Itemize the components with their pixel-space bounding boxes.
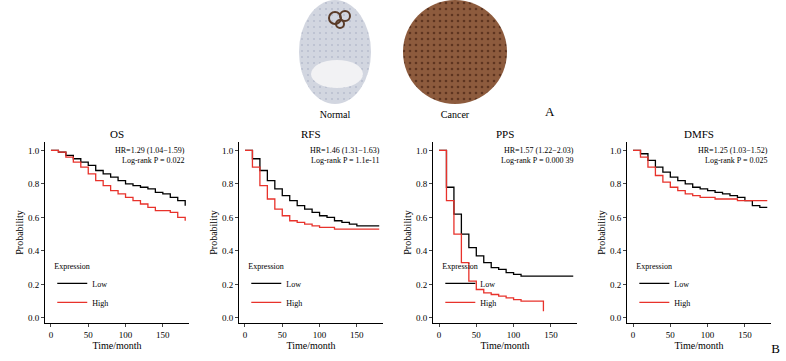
svg-text:0.8: 0.8 — [222, 179, 234, 189]
svg-text:0: 0 — [631, 330, 636, 340]
svg-text:Expression: Expression — [442, 262, 478, 271]
svg-text:0: 0 — [437, 330, 442, 340]
svg-text:1.0: 1.0 — [222, 146, 234, 156]
svg-text:Cancer: Cancer — [441, 109, 470, 120]
svg-text:HR=1.29 (1.04−1.59)Log-rank P: HR=1.29 (1.04−1.59)Log-rank P = 0.022 — [115, 146, 185, 165]
svg-text:High: High — [674, 299, 690, 308]
svg-text:0.8: 0.8 — [610, 179, 622, 189]
svg-text:0.6: 0.6 — [28, 213, 40, 223]
svg-text:50: 50 — [472, 330, 482, 340]
svg-text:A: A — [545, 104, 555, 119]
svg-text:100: 100 — [119, 330, 133, 340]
svg-text:100: 100 — [701, 330, 715, 340]
svg-text:0.0: 0.0 — [416, 313, 428, 323]
svg-text:0.2: 0.2 — [610, 280, 621, 290]
svg-text:0.6: 0.6 — [222, 213, 234, 223]
svg-text:Expression: Expression — [248, 262, 284, 271]
svg-text:Time/month: Time/month — [674, 340, 723, 351]
svg-text:RFS: RFS — [301, 128, 321, 140]
svg-text:150: 150 — [738, 330, 752, 340]
svg-text:OS: OS — [110, 128, 124, 140]
svg-text:0: 0 — [49, 330, 54, 340]
svg-text:1.0: 1.0 — [610, 146, 622, 156]
svg-text:High: High — [286, 299, 302, 308]
svg-text:0.4: 0.4 — [28, 246, 40, 256]
svg-text:0.8: 0.8 — [28, 179, 40, 189]
svg-text:0.0: 0.0 — [610, 313, 622, 323]
svg-text:0.4: 0.4 — [222, 246, 234, 256]
svg-text:Low: Low — [92, 280, 107, 289]
svg-text:Expression: Expression — [636, 262, 672, 271]
svg-text:150: 150 — [156, 330, 170, 340]
svg-text:0.2: 0.2 — [222, 280, 233, 290]
svg-text:50: 50 — [278, 330, 288, 340]
svg-text:0: 0 — [243, 330, 248, 340]
svg-text:Time/month: Time/month — [480, 340, 529, 351]
svg-text:Probability: Probability — [596, 210, 607, 254]
svg-text:HR=1.25 (1.03−1.52)Log-rank P: HR=1.25 (1.03−1.52)Log-rank P = 0.025 — [698, 146, 768, 165]
svg-text:0.2: 0.2 — [28, 280, 39, 290]
svg-text:50: 50 — [666, 330, 676, 340]
svg-text:Probability: Probability — [208, 210, 219, 254]
svg-text:0.0: 0.0 — [28, 313, 40, 323]
svg-text:PPS: PPS — [496, 128, 514, 140]
svg-text:0.6: 0.6 — [610, 213, 622, 223]
svg-text:Probability: Probability — [402, 210, 413, 254]
svg-text:HR=1.46 (1.31−1.63)Log-rank P: HR=1.46 (1.31−1.63)Log-rank P = 1.1e-11 — [310, 146, 380, 165]
svg-text:Low: Low — [674, 280, 689, 289]
svg-text:0.4: 0.4 — [610, 246, 622, 256]
svg-text:0.0: 0.0 — [222, 313, 234, 323]
svg-text:High: High — [480, 299, 496, 308]
svg-text:0.4: 0.4 — [416, 246, 428, 256]
svg-text:150: 150 — [544, 330, 558, 340]
svg-text:HR=1.57 (1.22−2.03)Log-rank P: HR=1.57 (1.22−2.03)Log-rank P = 0.000 39 — [501, 146, 574, 165]
svg-text:Normal: Normal — [320, 109, 351, 120]
svg-text:100: 100 — [507, 330, 521, 340]
html-text:B: B — [771, 341, 780, 356]
svg-text:Probability: Probability — [14, 210, 25, 254]
svg-text:100: 100 — [313, 330, 327, 340]
svg-text:0.6: 0.6 — [416, 213, 428, 223]
svg-text:DMFS: DMFS — [684, 128, 714, 140]
svg-text:Expression: Expression — [54, 262, 90, 271]
svg-text:Time/month: Time/month — [286, 340, 335, 351]
svg-text:High: High — [92, 299, 108, 308]
svg-text:Low: Low — [286, 280, 301, 289]
svg-text:Low: Low — [480, 280, 495, 289]
svg-text:0.2: 0.2 — [416, 280, 427, 290]
svg-text:150: 150 — [350, 330, 364, 340]
svg-text:0.8: 0.8 — [416, 179, 428, 189]
svg-text:1.0: 1.0 — [28, 146, 40, 156]
svg-text:Time/month: Time/month — [92, 340, 141, 351]
svg-text:1.0: 1.0 — [416, 146, 428, 156]
svg-text:50: 50 — [84, 330, 94, 340]
